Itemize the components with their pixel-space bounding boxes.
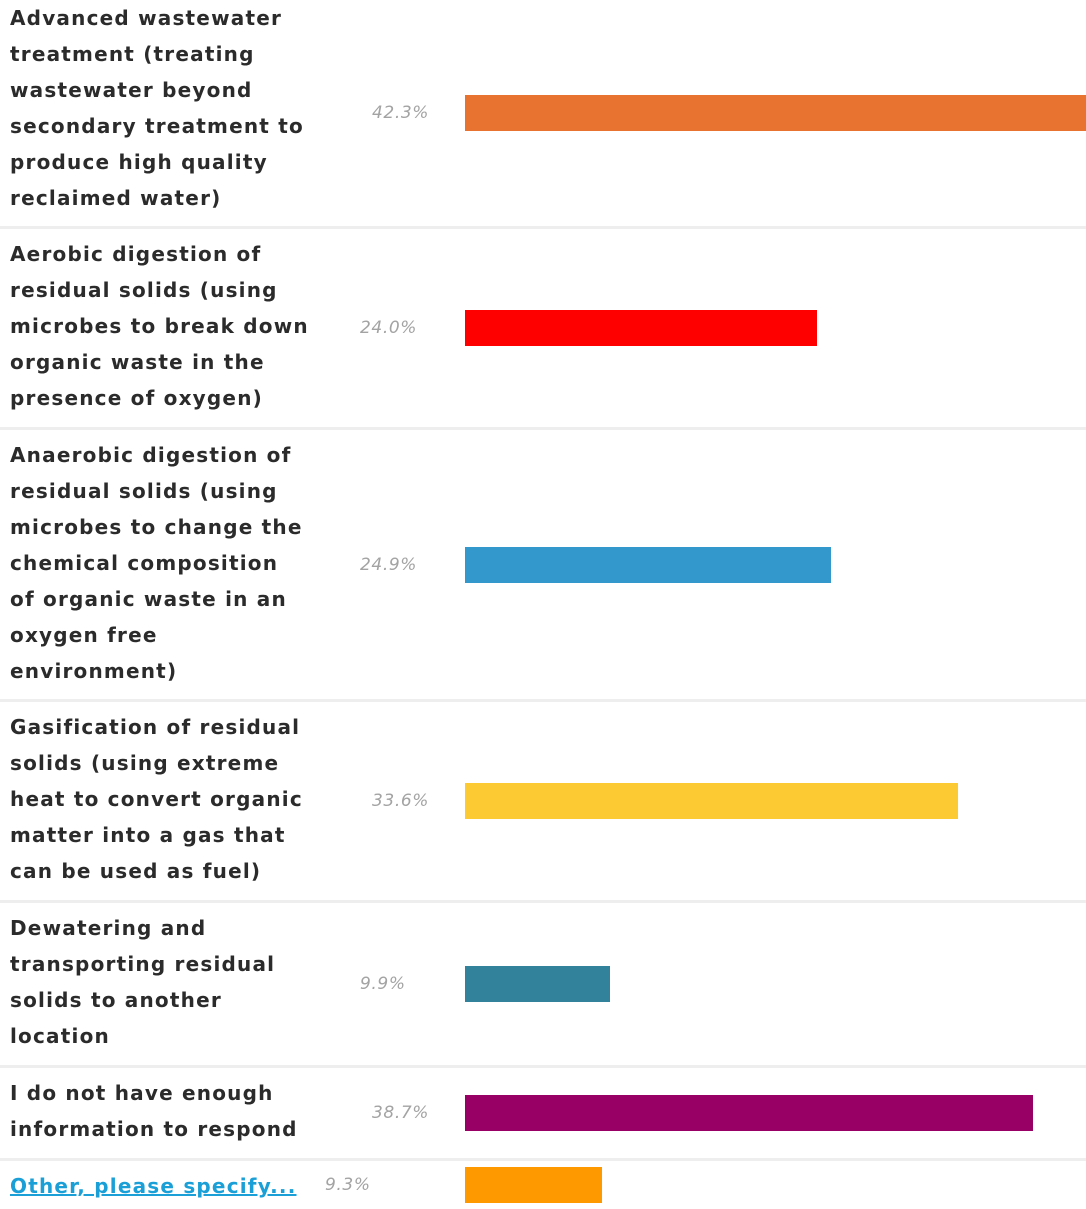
category-label: Aerobic digestion of residual solids (us… — [10, 242, 309, 410]
bar — [465, 310, 817, 346]
category-label: Gasification of residual solids (using e… — [10, 715, 303, 883]
bar — [465, 783, 958, 819]
value-label: 24.9% — [360, 554, 418, 575]
bar — [465, 546, 831, 583]
value-label: 9.9% — [360, 974, 406, 994]
value-label: 24.0% — [360, 318, 418, 338]
bar — [465, 1167, 602, 1203]
bar — [465, 95, 1086, 131]
category-label: Dewatering and transporting residual sol… — [10, 916, 276, 1048]
row-divider — [0, 900, 1086, 903]
category-label: I do not have enough information to resp… — [10, 1081, 298, 1141]
value-label: 42.3% — [372, 103, 430, 123]
bar — [465, 1095, 1033, 1131]
row-divider — [0, 226, 1086, 229]
row-divider — [0, 699, 1086, 702]
category-label: Anaerobic digestion of residual solids (… — [10, 443, 303, 683]
row-divider — [0, 427, 1086, 430]
row-divider — [0, 1158, 1086, 1161]
other-specify-link[interactable]: Other, please specify... — [10, 1174, 297, 1198]
row-divider — [0, 1065, 1086, 1068]
value-label: 9.3% — [325, 1175, 371, 1195]
category-label: Advanced wastewater treatment (treating … — [10, 6, 304, 210]
value-label: 33.6% — [372, 791, 430, 811]
value-label: 38.7% — [372, 1103, 430, 1123]
bar — [465, 966, 610, 1002]
